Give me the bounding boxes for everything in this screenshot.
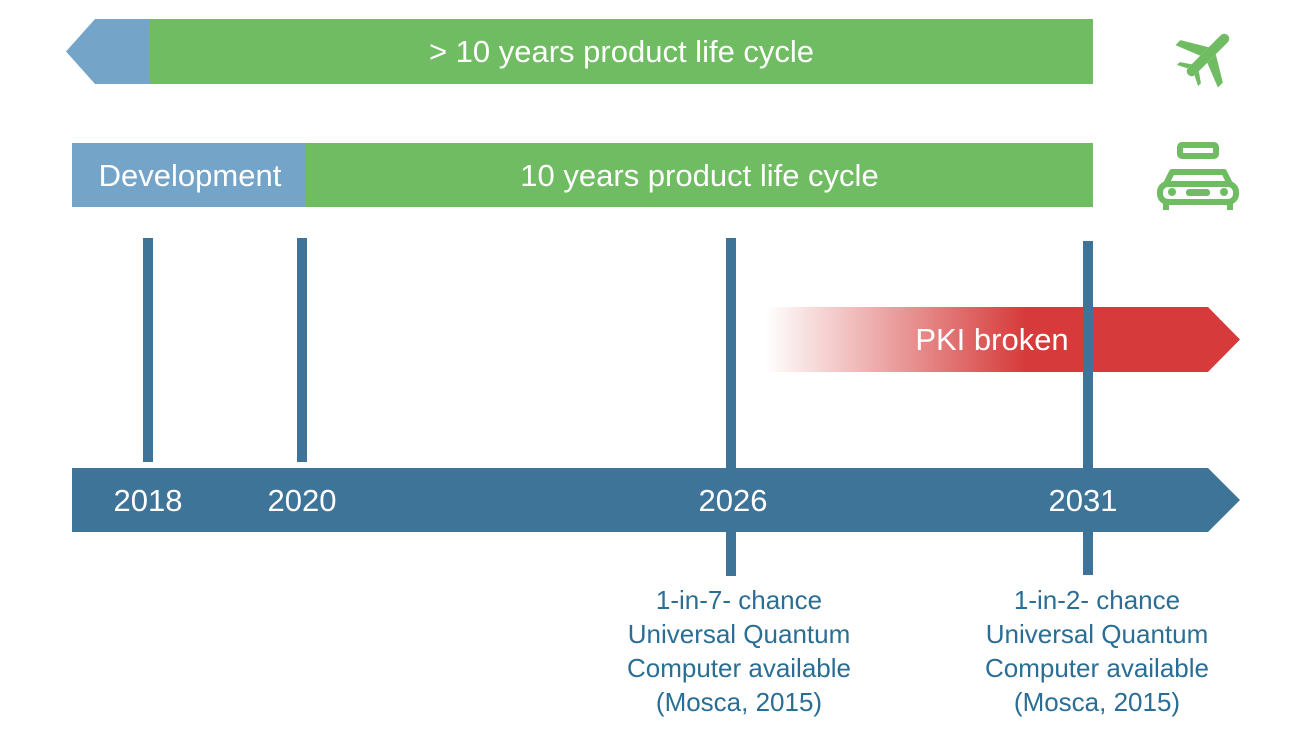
taxi-headlight-left	[1168, 188, 1176, 196]
car-life-cycle-label: 10 years product life cycle	[520, 158, 879, 193]
plane-bar-label: > 10 years product life cycle	[428, 34, 815, 69]
note-2026-line-4: (Mosca, 2015)	[655, 687, 823, 717]
note-2031-line-3: Computer available	[984, 653, 1209, 683]
year-label-2026: 2026	[698, 483, 768, 518]
note-2031-line-1: 1-in-2- chance	[1013, 585, 1181, 615]
car-life-cycle-segment	[306, 143, 1093, 207]
note-2026-line-3: Computer available	[626, 653, 851, 683]
taxi-headlight-right	[1220, 188, 1228, 196]
pki-broken-label: PKI broken	[915, 322, 1069, 357]
year-label-2018: 2018	[113, 483, 183, 518]
year-label-2031: 2031	[1048, 483, 1118, 518]
note-2026-line-2: Universal Quantum	[627, 619, 851, 649]
development-segment	[72, 143, 308, 207]
note-2031-line-2: Universal Quantum	[985, 619, 1209, 649]
taxi-car-icon	[1157, 142, 1239, 210]
note-2031-line-4: (Mosca, 2015)	[1013, 687, 1181, 717]
airplane-icon	[1175, 33, 1230, 88]
note-2026-line-1: 1-in-7- chance	[655, 585, 823, 615]
pki-broken-arrow	[765, 307, 1240, 372]
marker-2031	[1083, 241, 1093, 575]
marker-2018	[143, 238, 153, 462]
timeline-arrow	[72, 468, 1240, 532]
note-2031: 1-in-2- chance Universal Quantum Compute…	[957, 583, 1237, 719]
plane-bar-arrow-head	[66, 19, 150, 84]
marker-2026	[726, 238, 736, 576]
marker-2020	[297, 238, 307, 462]
plane-bar	[150, 19, 1093, 84]
development-label: Development	[98, 158, 282, 193]
year-label-2020: 2020	[267, 483, 337, 518]
note-2026: 1-in-7- chance Universal Quantum Compute…	[599, 583, 879, 719]
taxi-grille	[1186, 189, 1210, 196]
